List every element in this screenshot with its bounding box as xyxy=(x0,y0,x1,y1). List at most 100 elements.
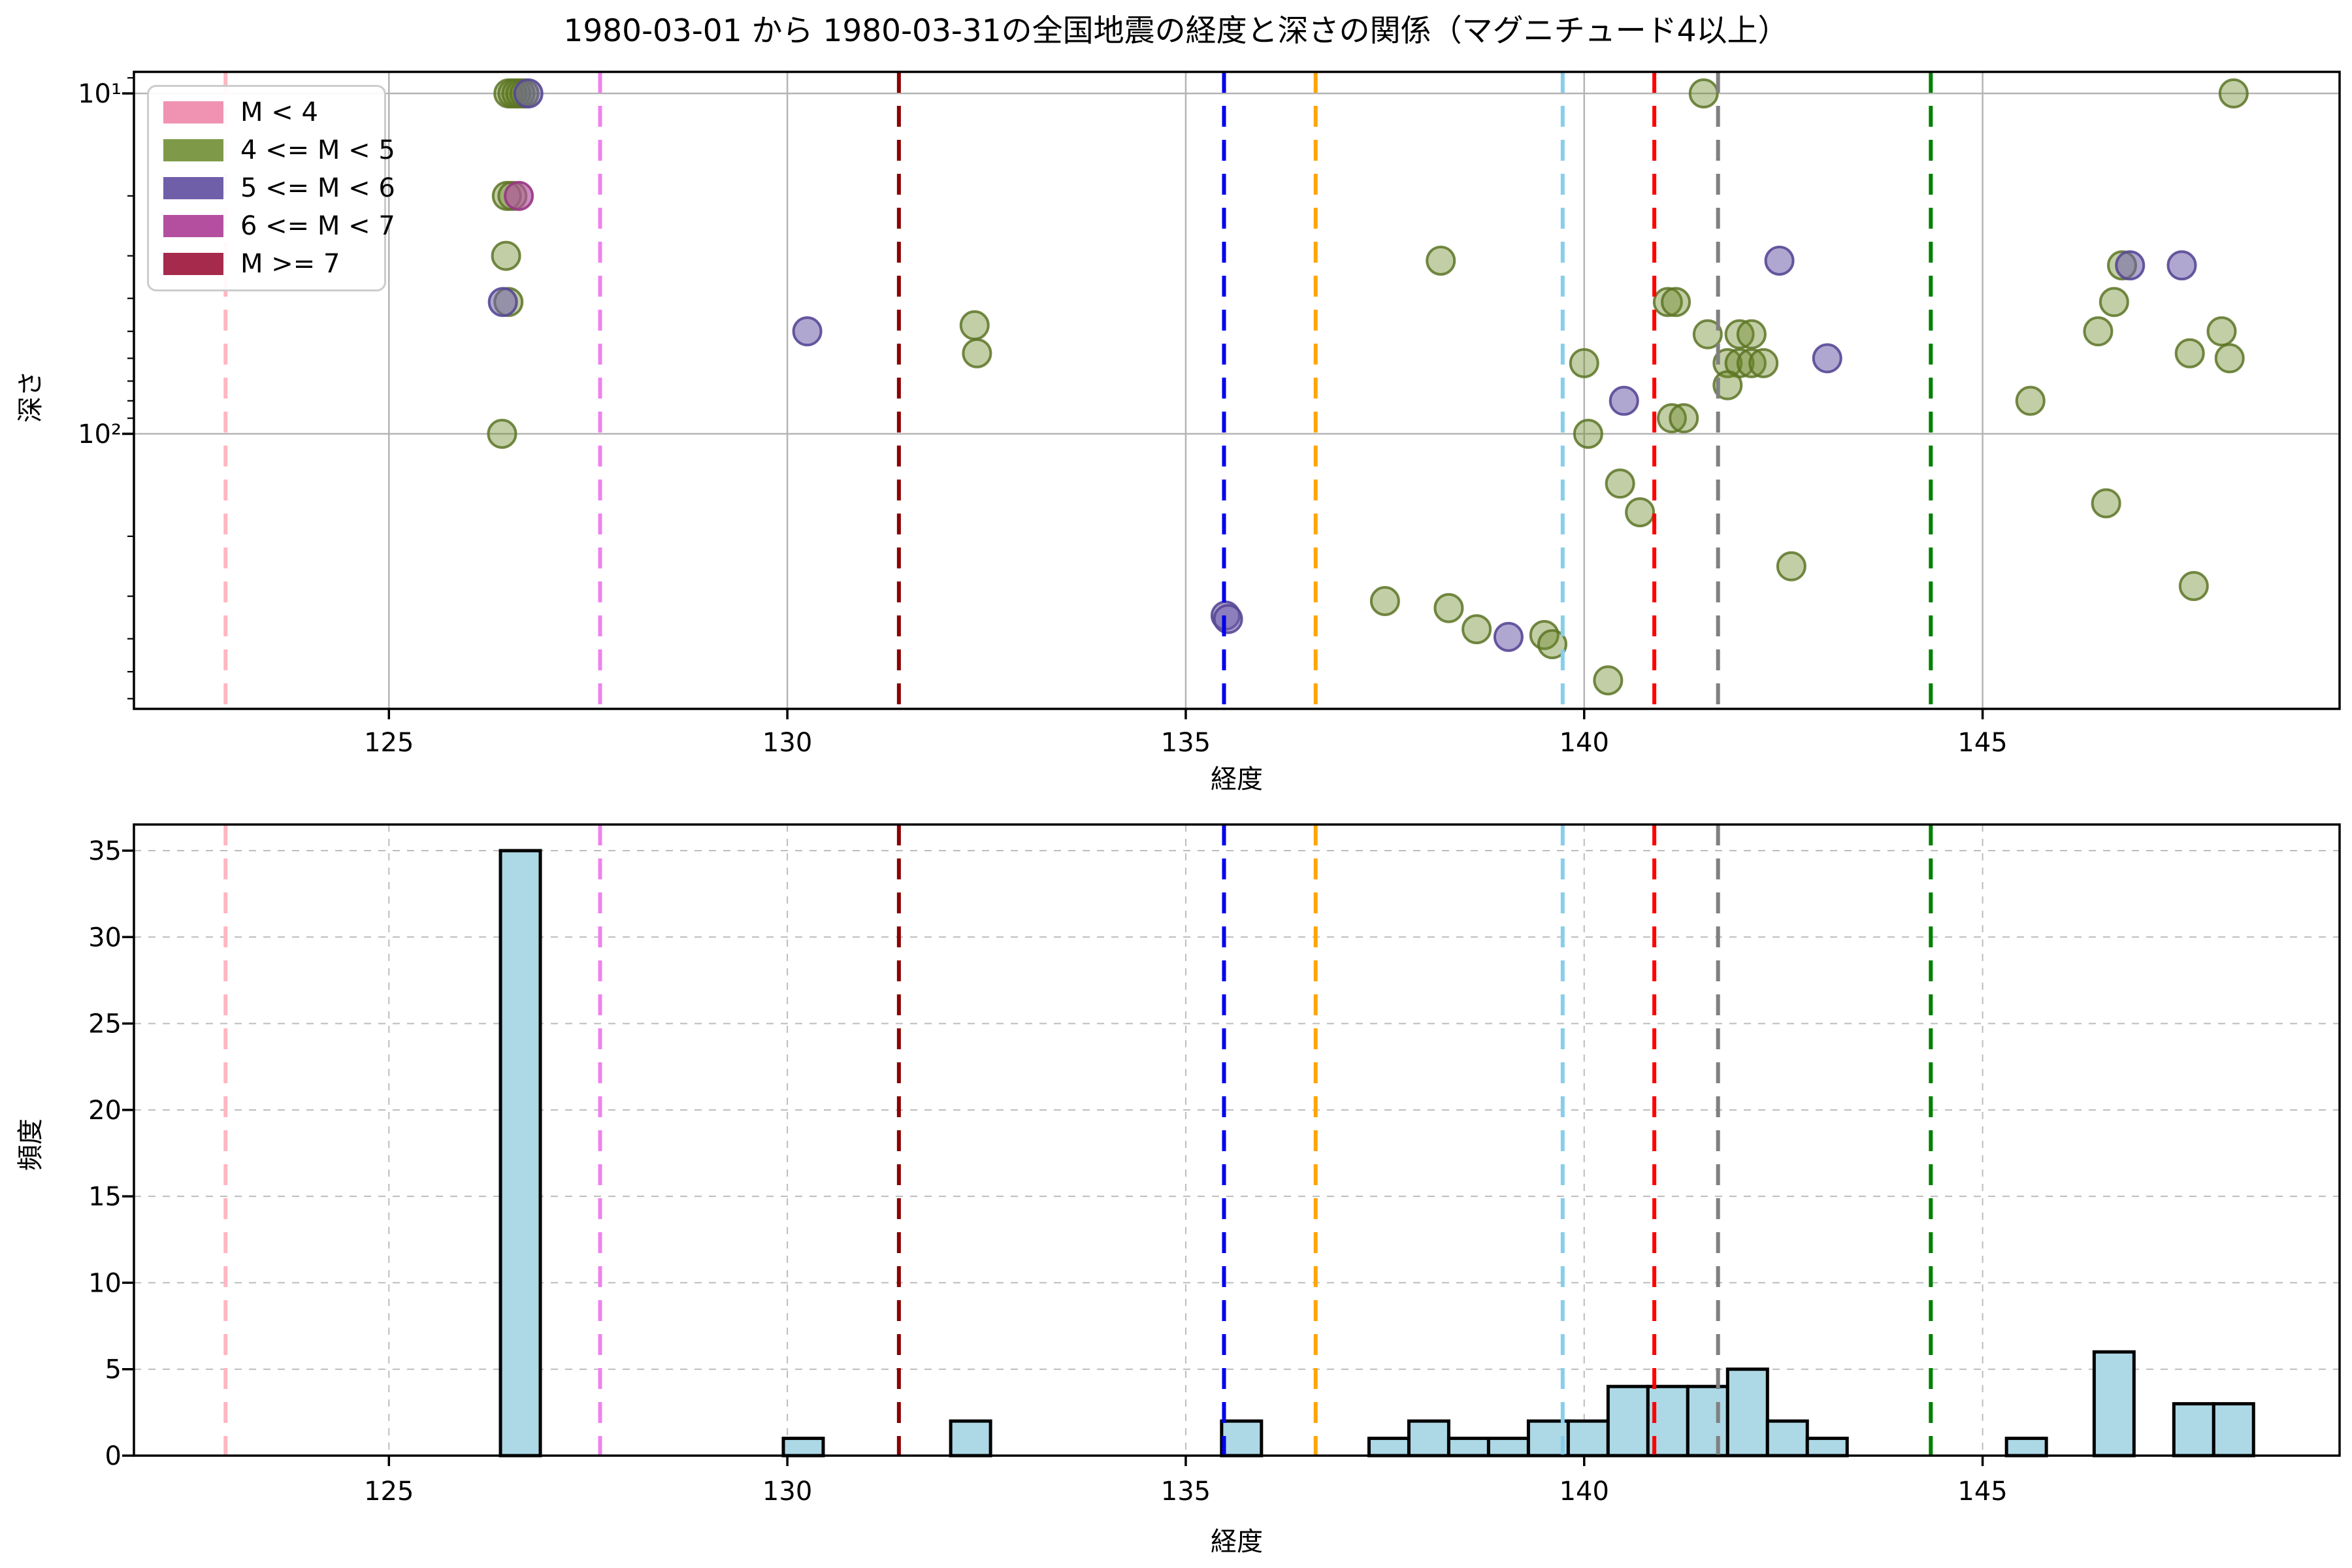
legend-swatch-icon xyxy=(163,215,223,237)
scatter-point-5M6 xyxy=(1609,385,1639,416)
scatter-point-5M6 xyxy=(2115,250,2146,281)
hist-bar xyxy=(1446,1437,1490,1458)
scatter-point-4M5 xyxy=(1661,287,1691,318)
scatter-point-4M5 xyxy=(2083,316,2114,347)
y-tick-label: 0 xyxy=(105,1441,122,1471)
scatter-point-4M5 xyxy=(2091,488,2121,519)
x-tick-label: 135 xyxy=(1161,728,1211,758)
scatter-ylabel: 深さ xyxy=(16,370,46,423)
y-tick-label: 15 xyxy=(88,1182,122,1212)
figure-title: 1980-03-01 から 1980-03-31の全国地震の経度と深さの関係（マ… xyxy=(563,13,1789,49)
hist-bar xyxy=(1606,1384,1650,1458)
scatter-point-4M5 xyxy=(1462,614,1492,645)
scatter-point-4M5 xyxy=(1426,245,1456,276)
hist-bar xyxy=(1407,1419,1450,1458)
x-tick-label: 145 xyxy=(1957,1477,2007,1507)
legend-item-label: 6 <= M < 7 xyxy=(240,211,395,241)
scatter-xlabel: 経度 xyxy=(1211,764,1263,794)
scatter-point-4M5 xyxy=(2099,287,2129,318)
y-tick-label: 30 xyxy=(88,923,122,953)
hist-bar xyxy=(2092,1350,2136,1458)
scatter-point-4M5 xyxy=(1605,468,1635,499)
scatter-point-4M5 xyxy=(1736,319,1767,350)
scatter-point-4M5 xyxy=(1433,593,1464,623)
hist-bar xyxy=(1566,1419,1610,1458)
x-tick-label: 125 xyxy=(364,1477,414,1507)
legend-swatch-icon xyxy=(163,177,223,199)
scatter-point-4M5 xyxy=(1569,348,1599,378)
scatter-point-4M5 xyxy=(1692,319,1723,350)
hist-bar xyxy=(1765,1419,1809,1458)
scatter-point-4M5 xyxy=(1712,348,1743,378)
legend-item-label: M >= 7 xyxy=(240,249,340,279)
legend-item-1: 4 <= M < 5 xyxy=(149,135,395,165)
scatter-point-6M7 xyxy=(504,180,534,211)
x-tick-label: 145 xyxy=(1957,728,2007,758)
scatter-point-4M5 xyxy=(1712,370,1743,400)
scatter-point-4M5 xyxy=(1776,551,1806,581)
legend-item-4: M >= 7 xyxy=(149,249,384,279)
scatter-point-5M6 xyxy=(792,316,823,347)
x-tick-label: 140 xyxy=(1560,728,1609,758)
hist-xlabel: 経度 xyxy=(1211,1527,1263,1557)
hist-bar xyxy=(498,849,542,1458)
scatter-point-4M5 xyxy=(2206,316,2237,347)
scatter-point-5M6 xyxy=(2166,250,2197,281)
x-tick-label: 130 xyxy=(762,728,812,758)
histogram-plot: 125 130 135 140 145 0 5 10 15 20 25 30 35 xyxy=(88,823,2341,1507)
y-tick-label: 10² xyxy=(78,419,122,449)
scatter-point-4M5 xyxy=(1593,665,1624,696)
scatter-point-4M5 xyxy=(1656,403,1687,434)
legend-swatch-icon xyxy=(163,139,223,161)
scatter-point-4M5 xyxy=(491,240,521,271)
legend-item-2: 5 <= M < 6 xyxy=(149,173,395,203)
legend: M < 4 4 <= M < 5 5 <= M < 6 6 <= M < 7 M >= … xyxy=(147,85,395,291)
scatter-point-4M5 xyxy=(1748,348,1779,378)
hist-bar xyxy=(1725,1367,1769,1458)
scatter-point-5M6 xyxy=(487,287,518,318)
plot-frame xyxy=(133,823,2341,1457)
scatter-point-4M5 xyxy=(2015,385,2046,416)
x-tick-label: 125 xyxy=(364,728,414,758)
legend-swatch-icon xyxy=(163,253,223,275)
y-tick-label: 35 xyxy=(88,836,122,866)
scatter-point-4M5 xyxy=(2214,343,2245,374)
scatter-point-4M5 xyxy=(1736,348,1767,378)
scatter-point-4M5 xyxy=(1625,497,1656,528)
legend-item-3: 6 <= M < 7 xyxy=(149,211,395,241)
scatter-point-4M5 xyxy=(1369,585,1400,616)
hist-bar xyxy=(1805,1437,1849,1458)
scatter-point-5M6 xyxy=(1764,245,1795,276)
scatter-plot: 125 130 135 140 145 10¹ 10² xyxy=(78,71,2341,758)
legend-item-label: M < 4 xyxy=(240,97,318,127)
scatter-point-4M5 xyxy=(1537,629,1567,660)
hist-bar xyxy=(1220,1419,1264,1458)
scatter-point-4M5 xyxy=(1724,319,1755,350)
hist-bar xyxy=(1686,1384,1729,1458)
y-tick-label: 10 xyxy=(88,1268,122,1298)
hist-bar xyxy=(2004,1437,2048,1458)
y-tick-label: 25 xyxy=(88,1009,122,1039)
x-tick-label: 140 xyxy=(1560,1477,1609,1507)
hist-bar xyxy=(1486,1437,1530,1458)
hist-bar xyxy=(2172,1402,2215,1458)
scatter-point-4M5 xyxy=(959,310,990,340)
hist-bar xyxy=(949,1419,992,1458)
hist-bar xyxy=(2212,1402,2255,1458)
y-tick-label: 20 xyxy=(88,1096,122,1126)
x-tick-label: 135 xyxy=(1161,1477,1211,1507)
y-tick-label: 5 xyxy=(105,1355,122,1385)
scatter-point-4M5 xyxy=(1573,419,1603,449)
legend-item-0: M < 4 xyxy=(149,97,384,127)
hist-bar xyxy=(1367,1437,1411,1458)
y-tick-label: 10¹ xyxy=(78,79,122,109)
scatter-point-4M5 xyxy=(487,419,517,449)
scatter-point-5M6 xyxy=(1213,604,1243,634)
scatter-point-5M6 xyxy=(513,78,544,108)
scatter-point-4M5 xyxy=(1652,287,1683,318)
scatter-point-4M5 xyxy=(2178,570,2209,601)
scatter-point-5M6 xyxy=(1812,343,1842,374)
legend-swatch-icon xyxy=(163,101,223,123)
hist-ylabel: 頻度 xyxy=(16,1119,46,1171)
